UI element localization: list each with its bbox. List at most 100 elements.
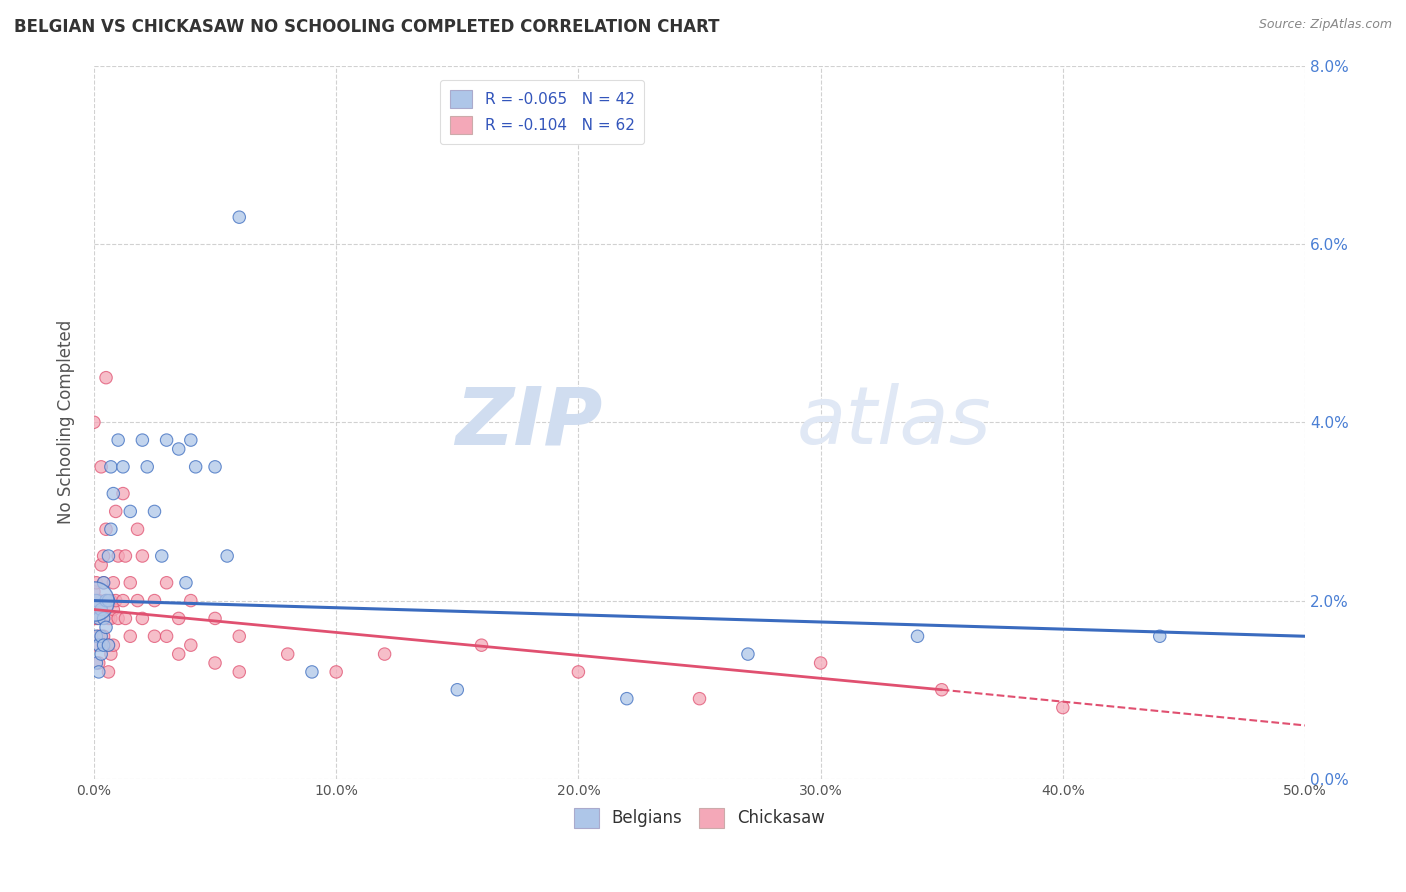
Point xyxy=(228,210,250,224)
Point xyxy=(100,593,122,607)
Point xyxy=(93,611,115,625)
Point xyxy=(87,665,110,679)
Point xyxy=(86,575,108,590)
Point xyxy=(103,486,125,500)
Point xyxy=(93,575,115,590)
Point xyxy=(83,415,105,429)
Point xyxy=(155,575,177,590)
Point xyxy=(104,504,127,518)
Point xyxy=(87,656,110,670)
Point xyxy=(94,593,117,607)
Point xyxy=(325,665,347,679)
Point xyxy=(90,647,112,661)
Point xyxy=(131,549,153,563)
Point xyxy=(143,593,166,607)
Point xyxy=(93,549,115,563)
Point xyxy=(93,575,115,590)
Point xyxy=(167,611,190,625)
Point xyxy=(120,575,142,590)
Point xyxy=(87,611,110,625)
Point xyxy=(94,593,117,607)
Point xyxy=(204,611,226,625)
Point xyxy=(114,549,136,563)
Point xyxy=(277,647,299,661)
Point xyxy=(100,611,122,625)
Point xyxy=(1149,629,1171,643)
Point xyxy=(131,433,153,447)
Point xyxy=(86,611,108,625)
Point xyxy=(120,504,142,518)
Point xyxy=(83,611,105,625)
Point xyxy=(810,656,832,670)
Point xyxy=(737,647,759,661)
Point xyxy=(93,638,115,652)
Point xyxy=(87,593,110,607)
Point xyxy=(150,549,173,563)
Point xyxy=(155,433,177,447)
Point xyxy=(374,647,396,661)
Point xyxy=(228,629,250,643)
Point xyxy=(567,665,589,679)
Point xyxy=(90,602,112,616)
Point xyxy=(107,549,129,563)
Point xyxy=(100,459,122,474)
Text: atlas: atlas xyxy=(796,384,991,461)
Point xyxy=(107,611,129,625)
Point xyxy=(155,629,177,643)
Point xyxy=(120,629,142,643)
Point xyxy=(111,459,134,474)
Point xyxy=(100,647,122,661)
Point xyxy=(94,370,117,384)
Point xyxy=(184,459,207,474)
Point xyxy=(301,665,323,679)
Point xyxy=(143,629,166,643)
Legend: Belgians, Chickasaw: Belgians, Chickasaw xyxy=(567,801,832,835)
Point xyxy=(689,691,711,706)
Point xyxy=(228,665,250,679)
Point xyxy=(174,575,197,590)
Text: Source: ZipAtlas.com: Source: ZipAtlas.com xyxy=(1258,18,1392,31)
Point xyxy=(1052,700,1074,714)
Point xyxy=(180,638,202,652)
Point xyxy=(86,593,108,607)
Point xyxy=(616,691,638,706)
Point xyxy=(217,549,239,563)
Point xyxy=(83,593,105,607)
Point xyxy=(86,656,108,670)
Point xyxy=(107,433,129,447)
Point xyxy=(103,638,125,652)
Point xyxy=(143,504,166,518)
Text: ZIP: ZIP xyxy=(456,384,603,461)
Point xyxy=(470,638,492,652)
Point xyxy=(111,593,134,607)
Point xyxy=(204,656,226,670)
Point xyxy=(90,459,112,474)
Point xyxy=(931,682,953,697)
Point xyxy=(446,682,468,697)
Point xyxy=(127,593,149,607)
Point xyxy=(180,433,202,447)
Point xyxy=(94,522,117,536)
Point xyxy=(86,638,108,652)
Point xyxy=(97,611,120,625)
Point xyxy=(86,629,108,643)
Point xyxy=(97,549,120,563)
Point xyxy=(93,629,115,643)
Point xyxy=(104,593,127,607)
Point xyxy=(97,593,120,607)
Point xyxy=(90,558,112,572)
Point xyxy=(87,629,110,643)
Point xyxy=(94,620,117,634)
Point xyxy=(204,459,226,474)
Point xyxy=(114,611,136,625)
Point xyxy=(100,522,122,536)
Point xyxy=(136,459,159,474)
Point xyxy=(97,638,120,652)
Point xyxy=(167,647,190,661)
Point xyxy=(87,638,110,652)
Point xyxy=(90,629,112,643)
Point xyxy=(90,602,112,616)
Y-axis label: No Schooling Completed: No Schooling Completed xyxy=(58,320,75,524)
Point xyxy=(103,575,125,590)
Point xyxy=(103,602,125,616)
